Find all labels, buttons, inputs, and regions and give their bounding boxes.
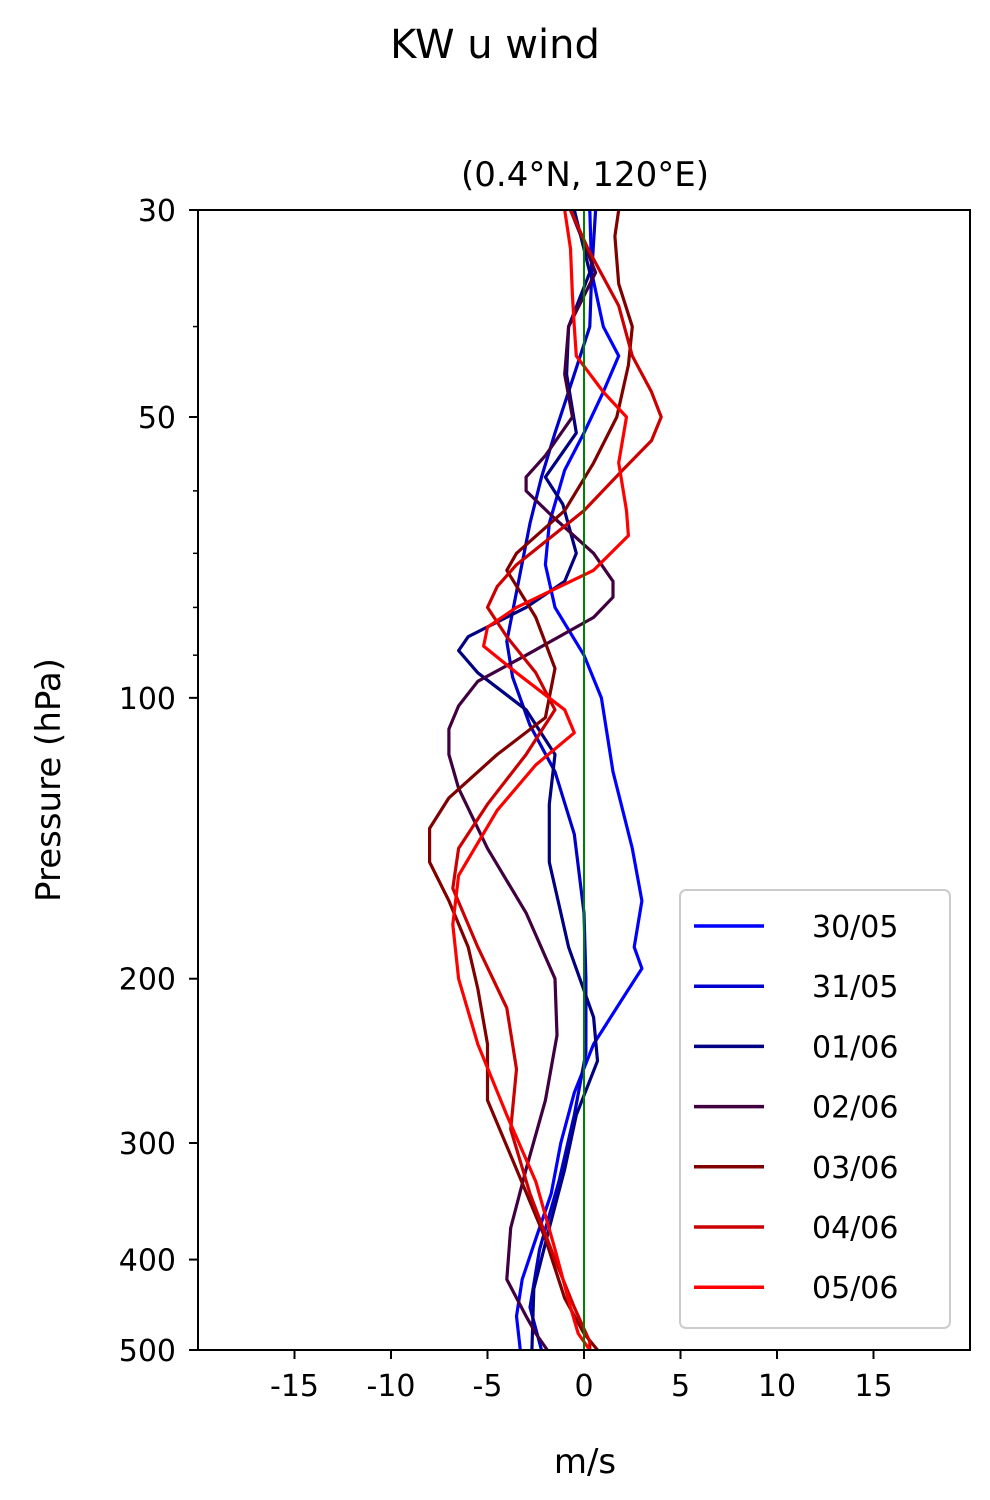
y-tick-label: 300	[119, 1127, 176, 1162]
y-tick-label: 400	[119, 1244, 176, 1279]
legend-label-01-06: 01/06	[812, 1030, 898, 1065]
legend-label-30-05: 30/05	[812, 910, 898, 945]
legend-label-05-06: 05/06	[812, 1271, 898, 1306]
legend-label-31-05: 31/05	[812, 970, 898, 1005]
figure-title: KW u wind	[390, 22, 600, 68]
series-line-05-06	[451, 210, 630, 1350]
series-line-03-06	[428, 210, 634, 1350]
x-tick-label: -15	[270, 1369, 319, 1404]
y-tick-label: 200	[119, 963, 176, 998]
series-line-02-06	[447, 210, 615, 1350]
y-tick-label: 500	[119, 1334, 176, 1369]
x-tick-label: 0	[574, 1369, 593, 1404]
x-tick-label: -5	[473, 1369, 503, 1404]
x-tick-label: 15	[854, 1369, 892, 1404]
axes-title: (0.4°N, 120°E)	[461, 155, 709, 195]
series-line-01-06	[457, 210, 600, 1350]
legend: 30/05 31/05 01/06 02/06 03/06 04/06 05/06	[679, 889, 951, 1329]
legend-label-02-06: 02/06	[812, 1091, 898, 1126]
legend-box	[679, 889, 951, 1329]
x-tick-label: 10	[758, 1369, 796, 1404]
legend-label-03-06: 03/06	[812, 1151, 898, 1186]
x-axis-label: m/s	[554, 1442, 616, 1482]
y-axis-label: Pressure (hPa)	[29, 658, 69, 902]
series-line-04-06	[451, 210, 663, 1350]
x-tick-label: 5	[671, 1369, 690, 1404]
y-tick-label: 100	[119, 682, 176, 717]
x-tick-label: -10	[367, 1369, 416, 1404]
y-tick-label: 30	[138, 194, 176, 229]
series-line-30-05	[514, 210, 644, 1350]
y-tick-label: 50	[138, 401, 176, 436]
legend-label-04-06: 04/06	[812, 1211, 898, 1246]
